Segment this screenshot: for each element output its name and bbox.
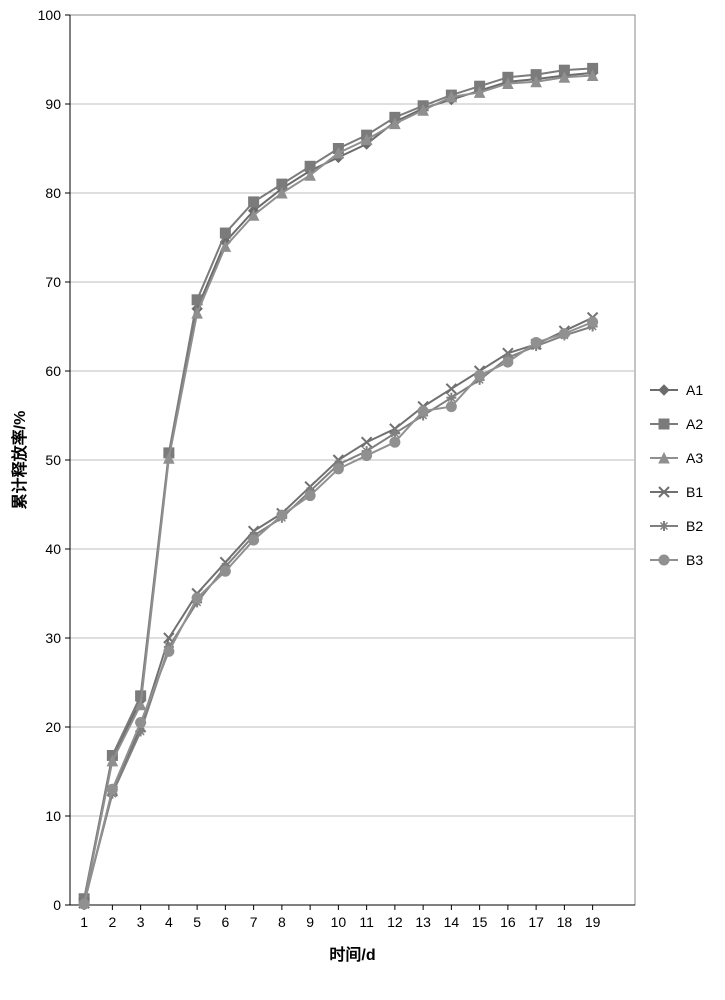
y-tick-label: 10 bbox=[45, 808, 61, 824]
x-tick-label: 3 bbox=[137, 914, 145, 930]
series-A1 bbox=[79, 68, 598, 906]
x-tick-label: 1 bbox=[80, 914, 88, 930]
series-B1 bbox=[79, 313, 598, 909]
x-tick-label: 13 bbox=[415, 914, 431, 930]
y-tick-label: 20 bbox=[45, 719, 61, 735]
x-tick-label: 4 bbox=[165, 914, 173, 930]
x-tick-label: 15 bbox=[472, 914, 488, 930]
x-tick-label: 10 bbox=[331, 914, 347, 930]
y-tick-label: 90 bbox=[45, 96, 61, 112]
x-tick-label: 11 bbox=[359, 914, 374, 930]
y-tick-label: 40 bbox=[45, 541, 61, 557]
legend-item-B2: B2 bbox=[650, 518, 703, 534]
y-tick-label: 70 bbox=[45, 274, 61, 290]
legend-label: B2 bbox=[686, 518, 703, 534]
x-tick-label: 14 bbox=[444, 914, 460, 930]
x-tick-label: 6 bbox=[221, 914, 229, 930]
x-tick-label: 19 bbox=[585, 914, 601, 930]
y-tick-label: 80 bbox=[45, 185, 61, 201]
y-tick-label: 30 bbox=[45, 630, 61, 646]
legend-item-A2: A2 bbox=[650, 416, 703, 432]
y-tick-label: 50 bbox=[45, 452, 61, 468]
legend-label: B1 bbox=[686, 484, 703, 500]
x-tick-label: 5 bbox=[193, 914, 201, 930]
series-B3 bbox=[79, 317, 598, 909]
legend-label: B3 bbox=[686, 552, 703, 568]
x-tick-label: 7 bbox=[250, 914, 258, 930]
x-tick-label: 18 bbox=[557, 914, 573, 930]
series-A2 bbox=[79, 63, 598, 903]
legend-item-A3: A3 bbox=[650, 450, 703, 466]
legend-label: A3 bbox=[686, 450, 703, 466]
y-axis-title: 累计释放率/% bbox=[10, 411, 29, 510]
y-tick-label: 100 bbox=[38, 7, 62, 23]
legend-item-A1: A1 bbox=[650, 382, 703, 398]
y-tick-label: 60 bbox=[45, 363, 61, 379]
legend-item-B1: B1 bbox=[650, 484, 703, 500]
x-axis-title: 时间/d bbox=[329, 945, 375, 964]
x-tick-label: 8 bbox=[278, 914, 286, 930]
series-B2 bbox=[79, 322, 598, 908]
series-A3 bbox=[79, 71, 598, 908]
x-tick-label: 17 bbox=[528, 914, 544, 930]
x-tick-label: 16 bbox=[500, 914, 516, 930]
x-tick-label: 12 bbox=[387, 914, 403, 930]
chart-container: 0102030405060708090100123456789101112131… bbox=[0, 0, 725, 1000]
x-tick-label: 2 bbox=[108, 914, 116, 930]
line-chart: 0102030405060708090100123456789101112131… bbox=[0, 0, 725, 1000]
y-tick-label: 0 bbox=[53, 897, 61, 913]
x-tick-label: 9 bbox=[306, 914, 314, 930]
legend-label: A1 bbox=[686, 382, 703, 398]
legend-item-B3: B3 bbox=[650, 552, 703, 568]
legend-label: A2 bbox=[686, 416, 703, 432]
